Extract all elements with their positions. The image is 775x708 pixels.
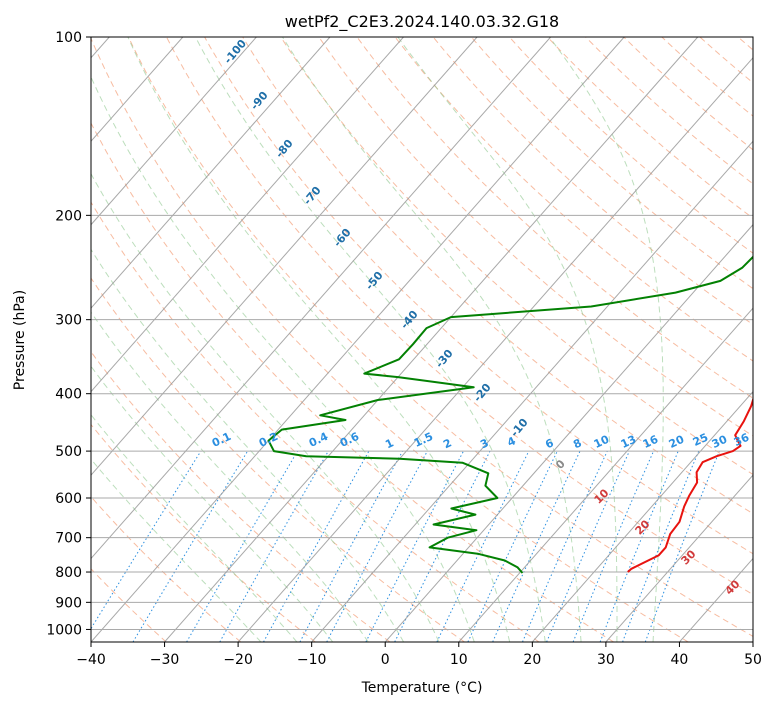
x-tick-label: 30: [597, 652, 615, 668]
isotherm-line: [91, 37, 552, 560]
y-tick-label: 400: [55, 387, 82, 403]
mixing-ratio-line: [546, 450, 630, 642]
isotherm-line: [91, 37, 404, 393]
plot-frame: [90, 36, 754, 643]
y-tick-label: 500: [55, 444, 82, 460]
isotherm-line: [91, 37, 184, 142]
y-tick-label: 900: [55, 595, 82, 611]
mixing-ratio-line: [572, 450, 655, 642]
mixing-ratio-line: [326, 450, 428, 642]
isotherm-line: [237, 57, 753, 642]
mixing-ratio-label: 16: [641, 433, 661, 451]
background-lines: [91, 37, 753, 642]
dry-adiabat-line: [91, 201, 540, 642]
isotherm-line: [91, 37, 478, 476]
x-tick-label: 40: [671, 652, 689, 668]
mixing-ratio-line: [299, 450, 404, 642]
x-tick-label: −30: [150, 652, 180, 668]
x-tick-label: 10: [450, 652, 468, 668]
mixing-ratio-line: [522, 450, 608, 642]
y-tick-label: 700: [55, 531, 82, 547]
mixing-ratio-label: 36: [732, 431, 752, 449]
moist-adiabat-line: [127, 37, 511, 642]
y-tick-label: 100: [55, 30, 82, 46]
mixing-ratio-label: 30: [710, 433, 730, 451]
y-tick-label: 300: [55, 313, 82, 329]
grid-lines: [91, 37, 753, 642]
isotherm-line: [164, 37, 699, 642]
dry-adiabat-line: [91, 277, 465, 642]
y-axis: 1000 900 800 700 600 500 400 300 200 100: [46, 30, 91, 638]
chart-title: wetPf2_C2E3.2024.140.03.32.G18: [285, 12, 559, 32]
x-tick-label: −40: [76, 652, 106, 668]
isotherm-line: [311, 140, 753, 642]
mixing-ratio-line: [599, 450, 679, 642]
x-tick-label: −20: [223, 652, 253, 668]
y-tick-label: 1000: [46, 622, 82, 638]
x-axis-title: Temperature (°C): [361, 680, 483, 696]
y-tick-label: 200: [55, 208, 82, 224]
mixing-ratio-line: [622, 450, 700, 642]
x-tick-label: 0: [381, 652, 390, 668]
x-axis: −40 −30 −20 −10 0 10 20 30 40 50: [76, 642, 762, 668]
mixing-ratio-line: [644, 450, 720, 642]
dry-adiabat-line: [127, 37, 753, 637]
moist-adiabat-line: [91, 365, 334, 642]
moist-adiabat-line: [91, 458, 262, 642]
dry-adiabat-line: [470, 37, 753, 290]
data-lines: [267, 255, 753, 574]
mixing-ratio-line: [263, 450, 370, 642]
dry-adiabat-line: [91, 423, 316, 642]
dry-adiabat-line: [432, 37, 753, 326]
mixing-ratio-line: [91, 450, 202, 630]
isotherm-line: [91, 37, 331, 309]
y-tick-label: 600: [55, 491, 82, 507]
isotherm-line: [605, 474, 753, 642]
mixing-ratio-label: 20: [667, 433, 687, 451]
mixing-ratio-label: 10: [592, 433, 612, 451]
moist-adiabat-line: [548, 37, 664, 642]
y-axis-title: Pressure (hPa): [12, 290, 28, 390]
dewpoint-line: [267, 255, 753, 574]
dry-adiabat-line: [204, 37, 753, 555]
isotherm-line: [91, 37, 257, 226]
moist-adiabat-line: [91, 413, 298, 642]
isotherm-line: [91, 37, 625, 642]
dry-adiabat-line: [91, 37, 689, 642]
x-tick-label: −10: [297, 652, 327, 668]
x-tick-label: 20: [523, 652, 541, 668]
dry-adiabat-line: [91, 496, 242, 642]
y-tick-label: 800: [55, 565, 82, 581]
isotherm-line: [458, 307, 753, 642]
temperature-line: [627, 396, 753, 573]
mixing-ratio-label: 13: [619, 433, 638, 451]
isotherm-line: [384, 223, 753, 642]
moist-adiabat-line: [282, 37, 582, 642]
dry-adiabat-line: [280, 37, 753, 476]
x-tick-label: 50: [744, 652, 762, 668]
moist-adiabat-line: [91, 75, 475, 642]
moist-adiabat-line: [91, 248, 405, 642]
isotherm-line: [531, 390, 753, 642]
moist-adiabat-line: [91, 311, 369, 642]
dry-adiabat-line: [166, 37, 753, 596]
mixing-ratio-line: [394, 450, 491, 642]
mixing-ratio-label: 25: [691, 431, 710, 449]
dry-adiabat-line: [242, 37, 753, 515]
moist-adiabat-line: [194, 37, 546, 642]
dry-adiabat-line: [91, 568, 167, 642]
